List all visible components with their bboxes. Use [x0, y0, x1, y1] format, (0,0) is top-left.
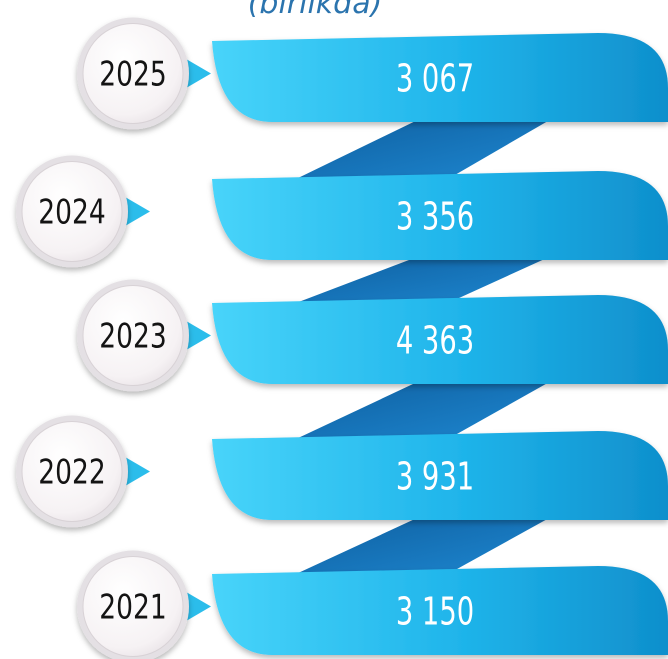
value-banner	[212, 33, 668, 122]
value-label: 3 931	[396, 454, 474, 499]
year-label: 2021	[99, 588, 166, 627]
year-label: 2025	[99, 55, 166, 94]
badge-pointer	[187, 321, 211, 350]
value-label: 3 356	[396, 194, 474, 239]
year-badge	[82, 285, 184, 386]
year-badge	[21, 421, 123, 522]
value-banner	[212, 431, 668, 520]
value-banner	[212, 295, 668, 384]
badge-pointer	[187, 592, 211, 621]
banner-connector	[296, 512, 560, 574]
badge-pointer	[126, 457, 150, 486]
year-badge	[82, 556, 184, 657]
year-badge	[21, 161, 123, 262]
banner-connector	[296, 376, 560, 439]
badge-pointer	[126, 197, 150, 226]
value-label: 4 363	[396, 318, 474, 363]
chart-subtitle: (birlikda)	[247, 0, 383, 21]
year-badge	[82, 23, 184, 124]
banner-connector	[296, 252, 560, 303]
value-banner	[212, 171, 668, 260]
year-label: 2024	[38, 193, 105, 232]
badge-pointer	[187, 59, 211, 88]
value-label: 3 067	[396, 56, 474, 101]
value-label: 3 150	[396, 589, 474, 634]
value-banner	[212, 566, 668, 655]
year-label: 2023	[99, 317, 166, 356]
year-label: 2022	[38, 453, 105, 492]
banner-connector	[296, 114, 560, 179]
